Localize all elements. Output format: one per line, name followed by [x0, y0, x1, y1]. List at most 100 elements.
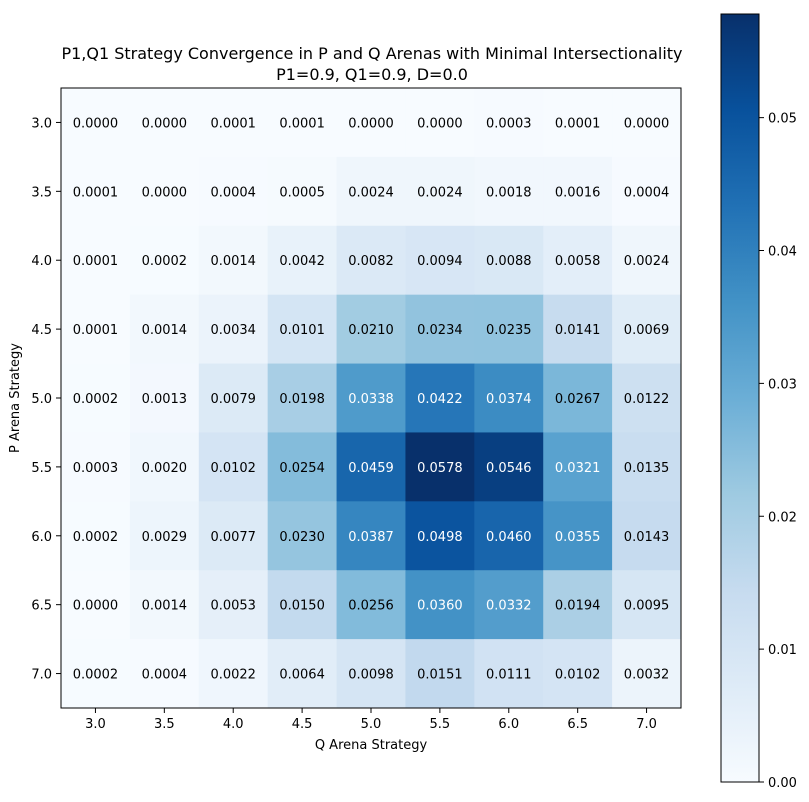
- cell-value-label: 0.0143: [624, 530, 670, 545]
- x-axis-ticks: 3.03.54.04.55.05.56.06.57.0: [85, 708, 657, 732]
- cell-value-label: 0.0355: [555, 530, 601, 545]
- colorbar-tick-label: 0.05: [768, 112, 797, 127]
- cell-value-label: 0.0198: [279, 392, 325, 407]
- cell-value-label: 0.0001: [73, 185, 119, 200]
- colorbar-tick-label: 0.00: [768, 776, 797, 791]
- cell-value-label: 0.0256: [348, 599, 394, 614]
- cell-value-label: 0.0546: [486, 461, 532, 476]
- cell-value-label: 0.0002: [73, 392, 119, 407]
- cell-value-label: 0.0102: [210, 461, 256, 476]
- cell-value-label: 0.0460: [486, 530, 532, 545]
- cell-value-label: 0.0001: [73, 254, 119, 269]
- cell-value-label: 0.0001: [210, 116, 256, 131]
- cell-value-label: 0.0032: [624, 668, 670, 683]
- y-tick-label: 3.0: [31, 116, 52, 131]
- cell-value-label: 0.0254: [279, 461, 325, 476]
- cell-value-label: 0.0002: [73, 530, 119, 545]
- x-tick-label: 6.5: [567, 717, 588, 732]
- cell-value-label: 0.0003: [486, 116, 532, 131]
- colorbar: [721, 14, 759, 782]
- cell-value-label: 0.0069: [624, 323, 670, 338]
- cell-value-label: 0.0000: [73, 599, 119, 614]
- x-tick-label: 3.5: [154, 717, 175, 732]
- cell-value-label: 0.0102: [555, 668, 601, 683]
- chart-subtitle: P1=0.9, Q1=0.9, D=0.0: [276, 65, 468, 84]
- cell-value-label: 0.0004: [142, 668, 188, 683]
- colorbar-tick-label: 0.02: [768, 510, 797, 525]
- cell-value-label: 0.0077: [210, 530, 256, 545]
- x-tick-label: 4.0: [223, 717, 244, 732]
- cell-value-label: 0.0122: [624, 392, 670, 407]
- y-axis-label: P Arena Strategy: [8, 343, 23, 453]
- cell-value-label: 0.0020: [142, 461, 188, 476]
- cell-value-label: 0.0058: [555, 254, 601, 269]
- x-tick-label: 7.0: [636, 717, 657, 732]
- cell-value-label: 0.0098: [348, 668, 394, 683]
- cell-value-label: 0.0024: [624, 254, 670, 269]
- cell-value-label: 0.0018: [486, 185, 532, 200]
- cell-value-label: 0.0422: [417, 392, 463, 407]
- cell-value-label: 0.0338: [348, 392, 394, 407]
- cell-value-label: 0.0210: [348, 323, 394, 338]
- cell-value-label: 0.0088: [486, 254, 532, 269]
- cell-value-label: 0.0014: [210, 254, 256, 269]
- x-tick-label: 3.0: [85, 717, 106, 732]
- cell-value-label: 0.0000: [142, 185, 188, 200]
- cell-value-label: 0.0064: [279, 668, 325, 683]
- cell-value-label: 0.0000: [73, 116, 119, 131]
- cell-value-label: 0.0004: [624, 185, 670, 200]
- cell-value-label: 0.0005: [279, 185, 325, 200]
- cell-value-label: 0.0321: [555, 461, 601, 476]
- cell-value-label: 0.0498: [417, 530, 463, 545]
- y-tick-label: 3.5: [31, 185, 52, 200]
- y-axis-ticks: 3.03.54.04.55.05.56.06.57.0: [31, 116, 61, 682]
- y-tick-label: 4.0: [31, 254, 52, 269]
- cell-value-label: 0.0094: [417, 254, 463, 269]
- cell-value-label: 0.0234: [417, 323, 463, 338]
- cell-value-label: 0.0001: [73, 323, 119, 338]
- cell-value-label: 0.0267: [555, 392, 601, 407]
- cell-value-label: 0.0374: [486, 392, 532, 407]
- y-tick-label: 5.5: [31, 461, 52, 476]
- cell-value-label: 0.0082: [348, 254, 394, 269]
- cell-value-label: 0.0003: [73, 461, 119, 476]
- cell-value-label: 0.0000: [142, 116, 188, 131]
- cell-value-label: 0.0000: [417, 116, 463, 131]
- y-tick-label: 4.5: [31, 323, 52, 338]
- cell-value-label: 0.0095: [624, 599, 670, 614]
- cell-value-label: 0.0101: [279, 323, 325, 338]
- cell-value-label: 0.0141: [555, 323, 601, 338]
- chart-title: P1,Q1 Strategy Convergence in P and Q Ar…: [61, 44, 682, 63]
- cell-value-label: 0.0024: [348, 185, 394, 200]
- y-tick-label: 6.5: [31, 599, 52, 614]
- cell-value-label: 0.0016: [555, 185, 601, 200]
- cell-value-label: 0.0151: [417, 668, 463, 683]
- y-tick-label: 7.0: [31, 668, 52, 683]
- cell-value-label: 0.0000: [348, 116, 394, 131]
- x-axis-label: Q Arena Strategy: [315, 738, 428, 753]
- cell-value-label: 0.0014: [142, 599, 188, 614]
- cell-value-label: 0.0135: [624, 461, 670, 476]
- cell-value-label: 0.0230: [279, 530, 325, 545]
- cell-value-label: 0.0150: [279, 599, 325, 614]
- x-tick-label: 5.0: [361, 717, 382, 732]
- cell-value-label: 0.0001: [279, 116, 325, 131]
- colorbar-tick-label: 0.01: [768, 643, 797, 658]
- cell-value-label: 0.0332: [486, 599, 532, 614]
- cell-value-label: 0.0235: [486, 323, 532, 338]
- cell-value-label: 0.0194: [555, 599, 601, 614]
- cell-value-label: 0.0053: [210, 599, 256, 614]
- cell-value-label: 0.0029: [142, 530, 188, 545]
- cell-value-label: 0.0000: [624, 116, 670, 131]
- x-tick-label: 6.0: [498, 717, 519, 732]
- cell-value-label: 0.0002: [142, 254, 188, 269]
- cell-value-label: 0.0002: [73, 668, 119, 683]
- x-tick-label: 4.5: [292, 717, 313, 732]
- cell-value-label: 0.0578: [417, 461, 463, 476]
- cell-value-label: 0.0013: [142, 392, 188, 407]
- cell-value-label: 0.0459: [348, 461, 394, 476]
- cell-value-label: 0.0360: [417, 599, 463, 614]
- cell-value-label: 0.0001: [555, 116, 601, 131]
- cell-value-label: 0.0004: [210, 185, 256, 200]
